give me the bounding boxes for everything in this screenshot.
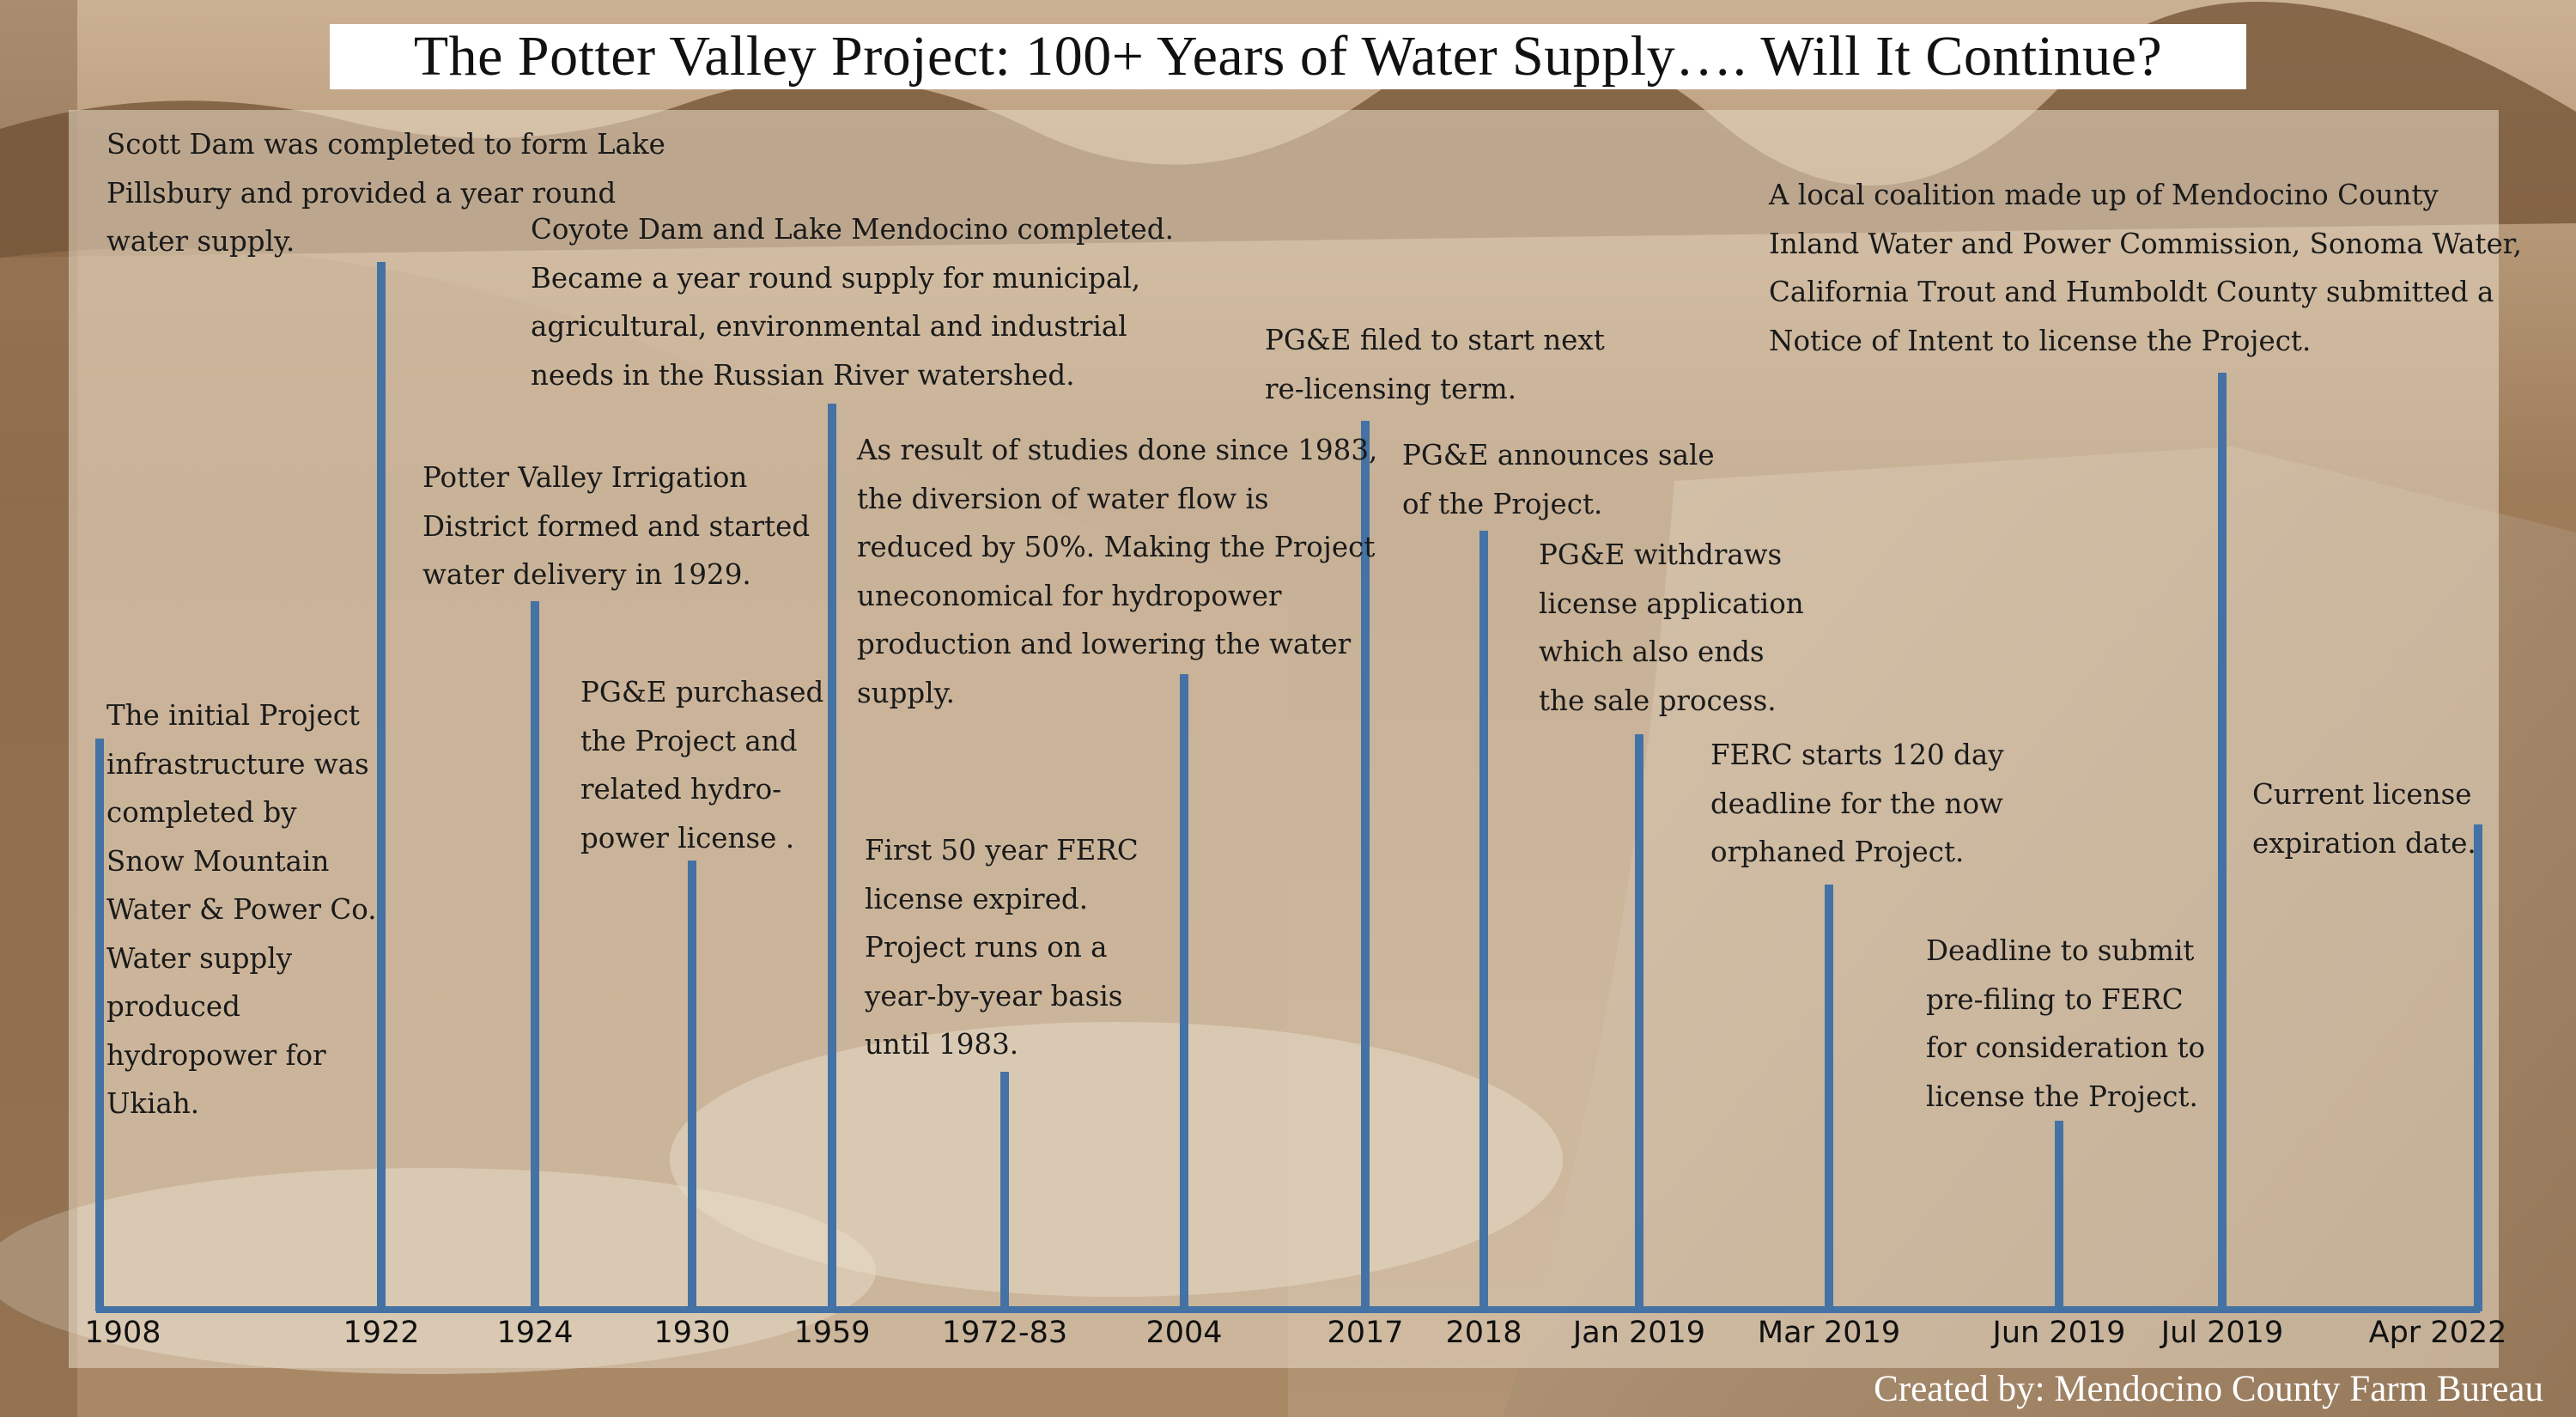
event-description: First 50 year FERC license expired. Proj… bbox=[865, 834, 1139, 1061]
event-description: PG&E purchased the Project and related h… bbox=[580, 676, 824, 854]
event-date-label: 1972-83 bbox=[941, 1316, 1068, 1350]
content-panel bbox=[69, 110, 2499, 1368]
event-description: PG&E announces sale of the Project. bbox=[1402, 439, 1715, 520]
event-date-label: Apr 2022 bbox=[2368, 1316, 2507, 1350]
event-description: The initial Project infrastructure was c… bbox=[106, 699, 377, 1120]
event-description: FERC starts 120 day deadline for the now… bbox=[1710, 739, 2004, 868]
event-description: Deadline to submit pre-filing to FERC fo… bbox=[1926, 934, 2206, 1113]
event-description: As result of studies done since 1983, th… bbox=[857, 434, 1378, 709]
event-description: PG&E withdraws license application which… bbox=[1539, 538, 1804, 717]
event-date-label: Mar 2019 bbox=[1757, 1316, 1901, 1350]
event-date-label: 1908 bbox=[84, 1316, 161, 1350]
event-date-label: 2004 bbox=[1145, 1316, 1223, 1350]
event-date-label: Jun 2019 bbox=[1992, 1316, 2126, 1350]
event-description: PG&E filed to start next re-licensing te… bbox=[1265, 324, 1605, 405]
event-date-label: 1930 bbox=[653, 1316, 731, 1350]
event-description: Current license expiration date. bbox=[2252, 778, 2476, 860]
event-date-label: Jan 2019 bbox=[1572, 1316, 1706, 1350]
event-date-label: Jul 2019 bbox=[2160, 1316, 2284, 1350]
event-description: Coyote Dam and Lake Mendocino completed.… bbox=[531, 213, 1174, 392]
event-date-label: 1959 bbox=[793, 1316, 871, 1350]
event-date-label: 2018 bbox=[1445, 1316, 1522, 1350]
event-date-label: 2017 bbox=[1327, 1316, 1404, 1350]
event-description: Scott Dam was completed to form Lake Pil… bbox=[106, 128, 665, 258]
page-title: The Potter Valley Project: 100+ Years of… bbox=[413, 25, 2163, 88]
credit-text: Created by: Mendocino County Farm Bureau bbox=[1874, 1369, 2543, 1409]
event-description: A local coalition made up of Mendocino C… bbox=[1769, 179, 2522, 357]
title-banner: The Potter Valley Project: 100+ Years of… bbox=[330, 24, 2246, 89]
event-date-label: 1924 bbox=[496, 1316, 574, 1350]
event-date-label: 1922 bbox=[343, 1316, 420, 1350]
event-description: Potter Valley Irrigation District formed… bbox=[422, 461, 811, 591]
